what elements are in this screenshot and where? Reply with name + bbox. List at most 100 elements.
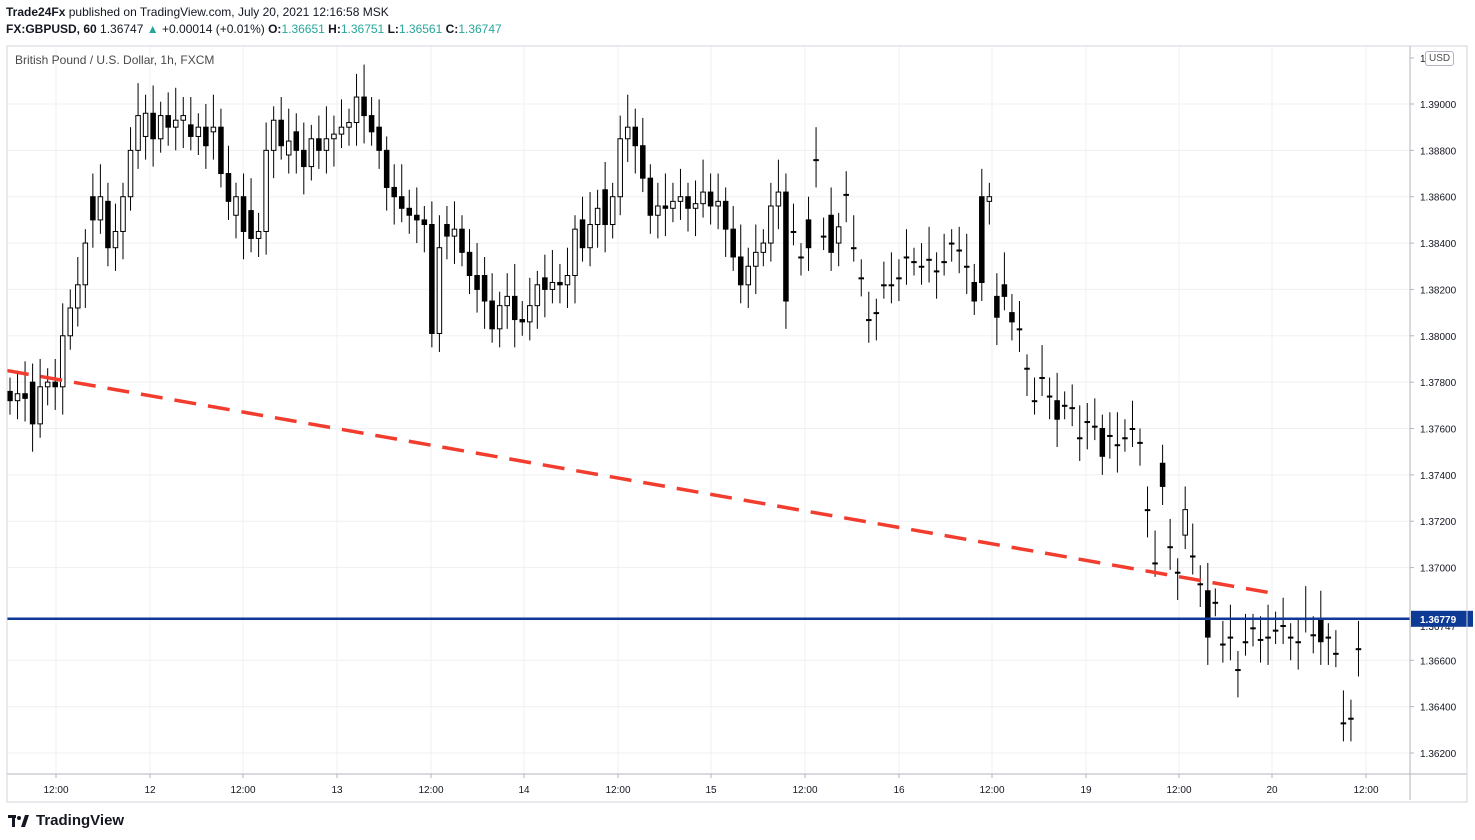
candle-down [105,200,111,249]
brand-footer[interactable]: TradingView [8,812,124,829]
support-line-label: 1.36779 [1420,615,1457,626]
candle-down [519,319,526,323]
x-tick-label: 12:00 [605,785,630,796]
candle-up [1024,367,1030,370]
candle-up [775,191,782,207]
y-tick-label: 1.36400 [1420,703,1457,714]
candle-down [444,224,450,237]
candle-up [609,196,616,226]
candle-down [466,251,473,277]
candle-down [7,390,13,402]
candle-down [90,196,96,221]
high-value: 1.36751 [340,22,385,36]
candle-down [218,126,224,175]
candle-up [127,149,134,198]
candle-up [549,281,556,290]
candle-up [1129,428,1136,430]
open-label: O: [268,22,282,36]
candle-down [406,207,413,216]
candle-down [722,200,729,230]
candle-up [1287,636,1294,639]
candle-down [368,115,375,133]
candle-down [383,149,390,188]
candle-up [911,261,917,264]
x-tick-label: 19 [1080,785,1092,796]
y-tick-label: 1. [1420,54,1428,65]
candle-up [1250,627,1256,630]
x-tick-label: 12:00 [1353,785,1378,796]
candle-down [278,119,284,147]
candle-up [1069,407,1075,410]
candle-down [150,112,156,140]
candle-down [489,300,495,330]
candle-up [813,159,819,162]
x-tick-label: 12 [144,785,156,796]
candle-up [1114,444,1121,447]
candle-up [504,295,510,307]
candle-up [451,228,458,237]
x-tick-label: 16 [893,785,905,796]
candle-up [926,258,932,261]
candle-up [1257,638,1264,641]
candle-up [1280,625,1286,628]
y-tick-label: 1.38600 [1420,193,1457,204]
candle-down [685,196,691,209]
candle-down [248,210,254,239]
candle-up [331,133,337,140]
candle-up [75,284,81,309]
candle-down [398,196,405,209]
candle-up [1174,571,1181,574]
candle-up [1355,648,1362,651]
candle-up [700,191,706,205]
candle-up [1031,400,1038,403]
candle-up [1340,722,1347,725]
candle-up [1061,404,1068,407]
candle-up [715,200,721,207]
last-price: 1.36747 [100,22,144,36]
y-tick-label: 1.37800 [1420,378,1457,389]
candle-down [971,281,978,302]
candle-up [120,196,126,232]
candle-down [391,186,397,198]
y-tick-label: 1.38200 [1420,285,1457,296]
high-label: H: [328,22,341,36]
candle-up [67,307,74,337]
candle-up [692,203,699,209]
candle-down [542,277,548,290]
candle-up [195,126,202,137]
candle-up [323,138,330,151]
candle-up [210,126,217,133]
candle-down [730,228,736,258]
candle-up [233,196,239,216]
candle-up [1212,601,1219,604]
price-change: +0.00014 (+0.01%) [162,22,265,36]
candle-up [670,200,676,209]
candle-down [459,228,465,253]
support-line-label-bg [1411,610,1473,627]
candle-up [753,251,759,267]
currency-badge[interactable]: USD [1425,51,1455,66]
candle-up [1107,434,1113,437]
candle-down [1159,462,1166,487]
candle-up [346,122,352,128]
tradingview-logo-icon [8,814,29,827]
candle-up [82,242,89,286]
candle-up [572,228,578,277]
candle-up [1084,421,1091,424]
y-tick-label: 1.37200 [1420,517,1457,528]
author-name[interactable]: Trade24Fx [6,5,66,19]
candle-up [1122,437,1128,440]
candle-up [1167,546,1173,549]
candle-down [1205,590,1211,638]
x-tick-label: 12:00 [43,785,68,796]
candle-down [293,131,300,151]
candle-up [1144,509,1151,512]
candle-down [22,393,28,399]
candle-up [655,205,661,216]
candle-down [203,126,209,147]
candle-up [624,126,631,140]
y-tick-label: 1.38000 [1420,332,1457,343]
candle-up [1182,509,1188,536]
candle-down [361,96,367,117]
